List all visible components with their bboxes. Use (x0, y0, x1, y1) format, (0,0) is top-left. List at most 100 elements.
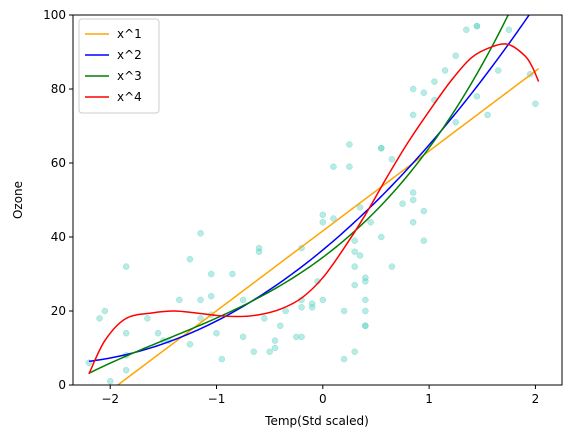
scatter-point (229, 270, 236, 278)
series-line-x1 (116, 68, 540, 385)
scatter-point (239, 296, 247, 304)
scatter-point (351, 248, 358, 256)
scatter-point (340, 307, 348, 315)
scatter-point (186, 255, 194, 263)
scatter-point (346, 163, 353, 170)
scatter-point (261, 315, 268, 322)
x-tick-label: 0 (319, 392, 327, 406)
x-axis-label: Temp(Std scaled) (264, 414, 369, 428)
scatter-point (351, 348, 358, 355)
scatter-points (85, 22, 539, 385)
scatter-point (362, 296, 369, 304)
scatter-point (282, 307, 289, 315)
scatter-point (420, 207, 428, 215)
legend-label: x^4 (117, 90, 142, 104)
scatter-point (271, 337, 279, 344)
scatter-point (298, 304, 305, 311)
y-axis-label: Ozone (11, 181, 25, 219)
scatter-point (351, 237, 358, 244)
y-tick-label: 0 (58, 378, 66, 392)
scatter-point (473, 22, 481, 30)
scatter-point (266, 348, 273, 355)
legend-label: x^2 (117, 48, 142, 62)
y-tick-label: 40 (51, 230, 66, 244)
y-axis: 0 20 40 60 80 100 (43, 8, 73, 392)
scatter-point (367, 218, 374, 226)
y-tick-label: 80 (51, 82, 66, 96)
scatter-point (207, 270, 215, 278)
scatter-point (388, 156, 396, 163)
scatter-point (122, 366, 130, 374)
series-line-x4 (88, 43, 540, 375)
scatter-point (308, 304, 316, 311)
plot-frame (72, 14, 563, 386)
scatter-point (378, 233, 385, 241)
scatter-point (362, 274, 369, 281)
scatter-point (101, 307, 109, 315)
scatter-point (420, 237, 428, 244)
scatter-point (409, 196, 417, 204)
scatter-point (388, 263, 396, 270)
scatter-point (319, 211, 327, 219)
scatter-point (255, 248, 263, 256)
scatter-point (271, 344, 279, 352)
scatter-point (494, 67, 502, 74)
scatter-point (186, 341, 194, 348)
scatter-point (484, 111, 491, 119)
y-tick-label: 20 (51, 304, 66, 318)
scatter-point (122, 263, 130, 270)
scatter-point (505, 26, 513, 34)
series-line-x2 (88, 15, 530, 363)
scatter-point (122, 329, 130, 337)
scatter-point (330, 215, 337, 222)
scatter-point (176, 296, 183, 304)
scatter-point (255, 244, 263, 252)
x-tick-label: 2 (532, 392, 540, 406)
scatter-point (399, 200, 406, 207)
scatter-point (218, 355, 226, 363)
scatter-point (362, 307, 369, 315)
series-line-x3 (88, 15, 510, 374)
scatter-point (473, 93, 481, 100)
scatter-point (197, 296, 204, 304)
scatter-point (362, 322, 369, 330)
legend-box (78, 18, 160, 114)
scatter-point (441, 67, 449, 74)
legend-label: x^1 (117, 27, 142, 41)
scatter-point (452, 52, 459, 59)
x-tick-label: −1 (208, 392, 226, 406)
scatter-point (154, 329, 162, 337)
scatter-point (420, 89, 428, 96)
scatter-point (308, 300, 316, 307)
scatter-point (330, 163, 337, 170)
x-tick-label: −2 (101, 392, 119, 406)
fit-lines (88, 15, 540, 385)
scatter-point (319, 218, 327, 226)
scatter-point (144, 315, 151, 322)
y-tick-label: 100 (43, 8, 66, 22)
scatter-point (356, 204, 364, 211)
scatter-point (351, 281, 358, 289)
scatter-point (362, 278, 369, 285)
scatter-point (213, 329, 220, 337)
scatter-point (463, 26, 470, 34)
scatter-point (346, 141, 353, 148)
scatter-point (197, 315, 204, 322)
scatter-point (356, 252, 364, 259)
x-tick-label: 1 (425, 392, 433, 406)
scatter-point (409, 111, 417, 119)
scatter-point (207, 292, 215, 300)
scatter-point (250, 348, 257, 355)
scatter-point (106, 378, 114, 385)
scatter-point (409, 189, 417, 196)
legend: x^1 x^2 x^3 x^4 (78, 18, 160, 114)
scatter-point (239, 333, 247, 341)
scatter-point (277, 322, 284, 330)
scatter-point (292, 333, 300, 341)
scatter-point (532, 100, 539, 108)
scatter-point (351, 263, 358, 270)
scatter-point (452, 119, 459, 126)
scatter-point (197, 230, 204, 237)
